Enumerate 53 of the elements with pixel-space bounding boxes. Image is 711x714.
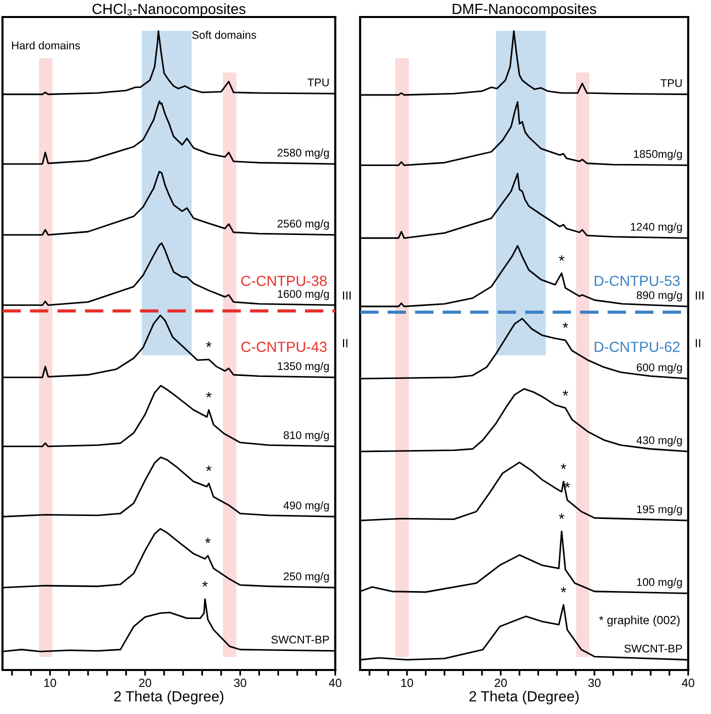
annotation: * [562, 390, 568, 396]
x-tick-label: 10 [44, 678, 56, 688]
annotation: * [205, 538, 211, 544]
chart-title: DMF-Nanocomposites [452, 3, 596, 17]
series-label: SWCNT-BP [271, 636, 329, 644]
text: III [696, 291, 704, 300]
series-label: TPU [308, 78, 329, 86]
annotation: * [206, 466, 212, 471]
text: II [696, 339, 700, 348]
x-tick-label: 20 [139, 678, 152, 688]
annotation: * [558, 255, 564, 261]
series-label: 2560 mg/g [278, 219, 329, 230]
x-tick-label: 10 [401, 678, 414, 688]
annotation: * [202, 581, 208, 587]
band-label: Hard domains [12, 41, 80, 50]
series-label: 2580 mg/g [278, 148, 329, 159]
x-tick-label: 30 [588, 678, 601, 688]
x-tick-label: 40 [328, 678, 342, 688]
text: III [342, 291, 351, 300]
series-label: 600 mg/g [636, 363, 682, 374]
annotation: C-CNTPU-38 [241, 276, 327, 286]
chart-title: CHCl₃-Nanocomposites [92, 3, 246, 17]
x-tick-label: 20 [494, 678, 507, 688]
series-label: 1240 mg/g [630, 222, 682, 233]
annotation: * [560, 586, 566, 592]
series-label: 195 mg/g [637, 505, 682, 516]
text: II [342, 339, 348, 348]
series-label: 1350 mg/g [278, 362, 329, 372]
series-label: 810 mg/g [284, 430, 329, 442]
series-label: 430 mg/g [636, 436, 682, 446]
series-label: 490 mg/g [283, 501, 329, 512]
series-label: 100 mg/g [637, 578, 682, 588]
x-axis-title: 2 Theta (Degree) [469, 690, 579, 704]
annotation: * [206, 342, 212, 347]
series-label: 890 mg/g [636, 290, 682, 302]
x-tick-label: 40 [682, 678, 694, 688]
annotation: * [562, 322, 568, 328]
band-label: Soft domains [192, 30, 256, 39]
annotation: * graphite (002) [599, 616, 680, 627]
annotation: * [206, 392, 212, 398]
annotation: D-CNTPU-53 [594, 276, 680, 286]
series-label: 1850mg/g [634, 150, 682, 160]
series-label: TPU [660, 79, 682, 87]
annotation: * [558, 514, 564, 519]
x-axis-title: 2 Theta (Degree) [114, 690, 224, 704]
series-label: 1600 mg/g [278, 290, 329, 300]
annotation: C-CNTPU-43 [241, 342, 327, 352]
series-label: SWCNT-BP [624, 644, 682, 652]
annotation: * [564, 482, 570, 488]
x-tick-label: 30 [234, 678, 246, 688]
series-label: 250 mg/g [284, 572, 329, 582]
annotation: D-CNTPU-62 [594, 342, 680, 352]
annotation: * [560, 464, 566, 470]
